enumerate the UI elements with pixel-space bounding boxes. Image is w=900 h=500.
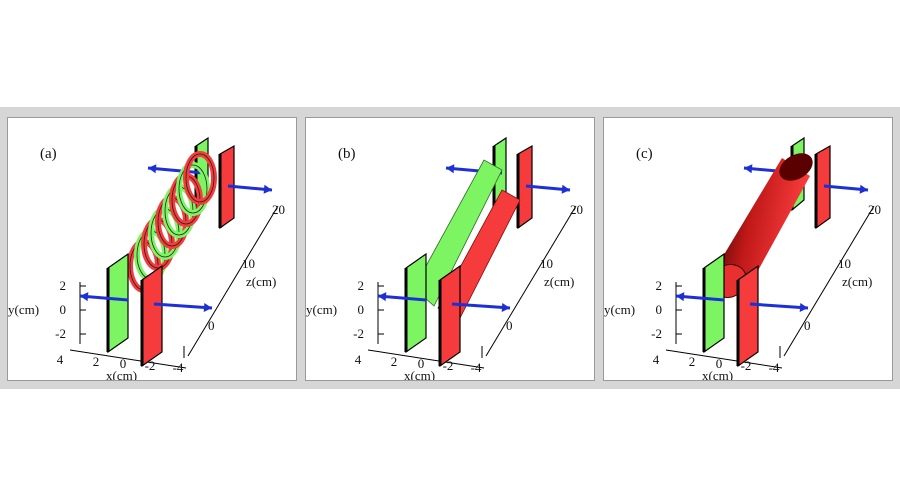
y-axis-label: y(cm) [604,302,635,317]
x-tick-label: 0 [716,356,723,371]
back-arrow-left-head [446,164,455,174]
panel-b: (b) 2 0 -2 y(cm) 4 2 0 -2 -4 x(cm) 0 10 20 z(cm) [305,117,595,381]
x-tick-label: -4 [769,360,780,375]
z-axis-label: z(cm) [246,274,276,289]
front-green-plate [405,252,427,354]
front-arrow-right-head [799,302,808,312]
z-tick-label: 20 [272,202,285,217]
x-tick-label: -4 [471,360,482,375]
front-arrow-left [377,294,427,302]
x-tick-label: 4 [653,352,660,367]
x-tick-label: 0 [120,356,127,371]
panel-a: (a) 2 0 -2 y(cm) 4 2 0 -2 -4 x(cm) 0 10 20 z(cm) [7,117,297,381]
x-tick-label: 4 [355,352,362,367]
x-axis-line [69,349,187,369]
back-arrow-right-head [263,184,272,194]
front-arrow-right [153,302,213,310]
front-arrow-left-head [676,292,685,302]
back-arrow-left [147,166,205,175]
z-axis-line [187,205,279,357]
z-axis-label: z(cm) [544,274,574,289]
y-tick-label: -2 [651,326,662,341]
figure-strip: (a) 2 0 -2 y(cm) 4 2 0 -2 -4 x(cm) 0 10 20 z(cm) (b) 2 0… [0,107,900,389]
front-arrow-left [79,294,129,302]
x-tick-label: 4 [57,352,64,367]
cylinder-body [716,158,810,296]
y-tick-label: 2 [60,278,67,293]
front-arrow-right [451,302,511,310]
y-tick-label: 0 [656,302,663,317]
x-tick-label: -2 [443,358,454,373]
front-red-plate [737,264,759,368]
green-sheet [413,159,503,307]
back-arrow-left-head [148,164,157,174]
front-green-plate [703,252,725,354]
x-tick-label: 2 [689,354,696,369]
x-tick-label: 2 [93,354,100,369]
front-red-plate [439,264,461,368]
z-tick-label: 0 [506,318,513,333]
x-tick-label: -2 [145,358,156,373]
panel-label: (a) [40,146,57,162]
x-axis-line [665,349,783,369]
x-axis-label: x(cm) [106,368,137,381]
z-tick-label: 0 [208,318,215,333]
z-axis-line [485,205,577,357]
y-tick-label: 0 [60,302,67,317]
front-arrow-right-head [203,302,212,312]
front-arrow-left [675,294,725,302]
y-tick-label: 2 [656,278,663,293]
z-tick-label: 20 [570,202,583,217]
x-tick-label: -2 [741,358,752,373]
x-axis-label: x(cm) [702,368,733,381]
panel-c: (c) 2 0 -2 y(cm) 4 2 0 -2 -4 x(cm) 0 10 20 z(cm) [603,117,893,381]
x-axis-label: x(cm) [404,368,435,381]
y-axis-label: y(cm) [8,302,39,317]
z-tick-label: 10 [838,256,851,271]
y-axis-label: y(cm) [306,302,337,317]
z-tick-label: 10 [242,256,255,271]
y-tick-label: 2 [358,278,365,293]
panel-label: (c) [636,146,653,162]
z-axis-label: z(cm) [842,274,872,289]
panel-label: (b) [338,146,356,162]
front-arrow-left-head [378,292,387,302]
ring-coil [127,151,217,293]
front-arrow-right-head [501,302,510,312]
back-arrow-left-head [744,164,753,174]
back-arrow-right-head [561,184,570,194]
z-tick-label: 20 [868,202,881,217]
y-tick-label: -2 [353,326,364,341]
coil-ring-outline [185,153,215,203]
z-axis-line [783,205,875,357]
x-tick-label: -4 [173,360,184,375]
front-red-plate [141,264,163,368]
coil-ring-outline [178,164,208,214]
front-arrow-right [749,302,809,310]
x-axis-line [367,349,485,369]
x-tick-label: 0 [418,356,425,371]
y-tick-label: 0 [358,302,365,317]
back-arrow-right-head [859,184,868,194]
front-arrow-left-head [80,292,89,302]
front-green-plate [107,252,129,354]
z-tick-label: 0 [804,318,811,333]
z-tick-label: 10 [540,256,553,271]
cylinder-far-cap [779,153,813,181]
y-tick-label: -2 [55,326,66,341]
x-tick-label: 2 [391,354,398,369]
